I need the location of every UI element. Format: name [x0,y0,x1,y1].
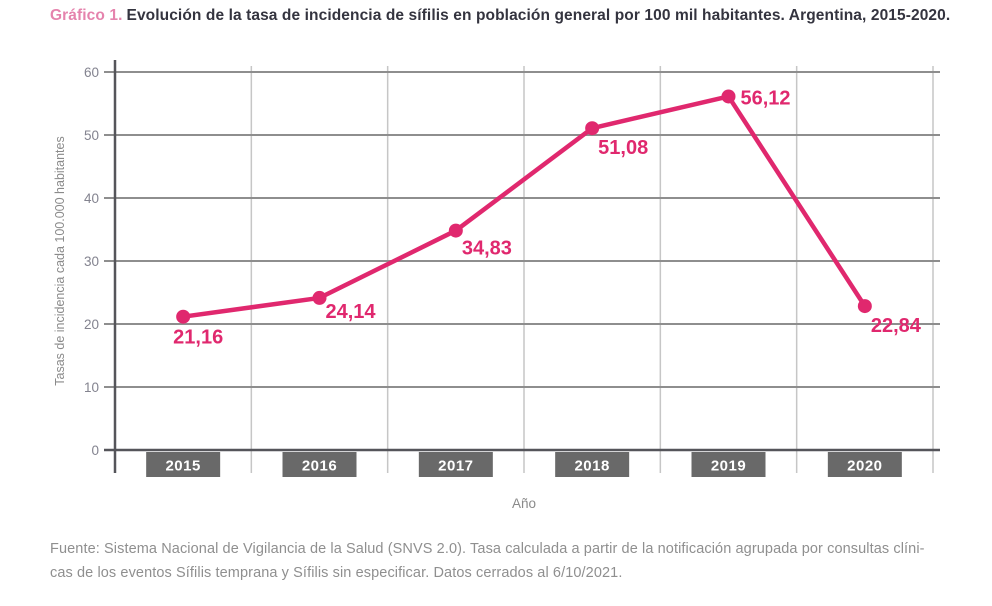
x-category-label: 2020 [847,458,882,475]
x-category-label: 2017 [438,458,473,475]
x-category-box [555,452,630,477]
data-point-label: 51,08 [598,137,648,159]
chart-title: Gráfico 1. Evolución de la tasa de incide… [50,7,970,25]
data-point [312,290,327,305]
data-point [857,299,872,314]
x-category-box [691,452,766,477]
data-point [585,121,600,136]
x-category-box [827,452,902,477]
x-category-box [146,452,221,477]
source-note: Fuente: Sistema Nacional de Vigilancia d… [50,537,970,585]
y-tick-label: 10 [84,380,99,395]
data-point [721,89,736,104]
x-category-label: 2015 [165,458,200,475]
y-tick-label: 50 [84,128,99,143]
line-chart: 0 10 20 30 40 50 60 Tasas de incidencia cada 10… [53,60,940,511]
y-tick-label: 0 [91,443,99,458]
x-axis-title: Año [512,496,536,511]
data-point-label: 22,84 [871,315,922,337]
chart-title-prefix: Gráfico 1. [50,7,123,24]
chart-title-text: Evolución de la tasa de incidencia de sí… [126,7,951,24]
y-tick-label: 30 [84,254,99,269]
y-tick-label: 20 [84,317,99,332]
data-point-label: 34,83 [462,238,512,260]
source-note-line-2: cas de los eventos Sífilis temprana y Sí… [50,565,623,581]
x-category-label: 2016 [302,458,337,475]
x-category-label: 2019 [711,458,746,475]
x-category-box [282,452,357,477]
data-point-label: 56,12 [741,87,791,109]
series-line [180,94,868,319]
y-axis-title: Tasas de incidencia cada 100.000 habitan… [53,136,67,386]
data-point-label: 21,16 [173,327,223,349]
data-point [448,223,463,238]
data-point [176,309,191,324]
source-note-line-1: Fuente: Sistema Nacional de Vigilancia d… [50,541,925,557]
x-category-box [418,452,493,477]
y-tick-label: 60 [84,65,99,80]
data-point-label: 24,14 [326,301,377,323]
x-category-label: 2018 [574,458,609,475]
y-tick-label: 40 [84,191,99,206]
